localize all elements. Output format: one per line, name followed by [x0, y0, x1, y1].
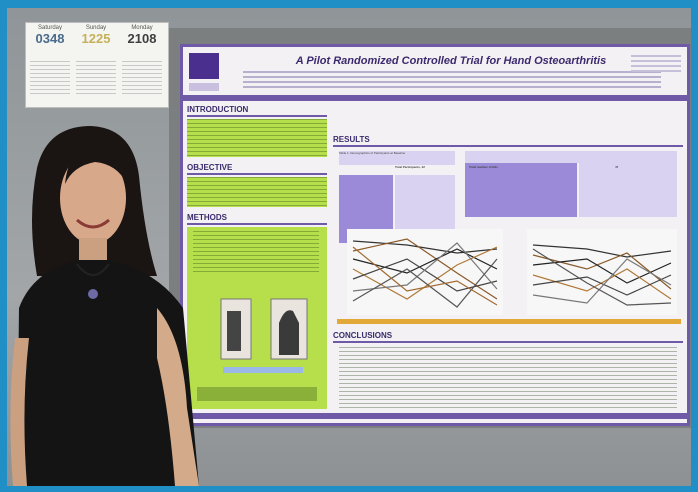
objective-heading: OBJECTIVE [187, 163, 233, 172]
presenter-person [10, 126, 199, 486]
counter-notes [30, 61, 70, 97]
methods-text-lines [193, 231, 319, 275]
line-chart-left-plot [352, 238, 498, 308]
counter-heading: Sunday [85, 25, 107, 31]
counter-value: 0348 [35, 31, 65, 46]
introduction-heading: INTRODUCTION [187, 105, 249, 114]
poster-bottom-band [183, 413, 687, 419]
results-underline [333, 145, 683, 147]
poster-corner-note [631, 55, 681, 75]
table2-row-values [579, 163, 677, 217]
counter-column-monday: Monday 2108 [120, 25, 164, 103]
research-poster: A Pilot Randomized Controlled Trial for … [180, 44, 690, 426]
line-chart-left [347, 229, 503, 315]
objective-underline [187, 173, 327, 175]
counter-value: 1225 [81, 31, 111, 46]
table2-row-labels [465, 163, 577, 217]
adverse-events-table: Total number of Hits 47 [465, 151, 677, 217]
line-chart-right [527, 229, 677, 315]
table2-header-value: 47 [615, 165, 619, 169]
counter-column-sunday: Sunday 1225 [74, 25, 118, 103]
conclusions-underline [333, 341, 683, 343]
results-heading: RESULTS [333, 135, 370, 144]
visitor-counter-board: Saturday 0348 Sunday 1225 Monday 2108 [25, 22, 169, 108]
counter-heading: Saturday [37, 25, 62, 31]
counter-notes [122, 61, 162, 97]
table2-title [465, 151, 677, 163]
counter-value: 2108 [127, 31, 157, 46]
table-title: Table 1. Demographics of Participants at… [339, 151, 455, 165]
poster-title: A Pilot Randomized Controlled Trial for … [295, 55, 607, 67]
objective-text-box [187, 177, 327, 207]
counter-heading: Monday [131, 25, 153, 31]
conclusions-text [339, 347, 677, 409]
va-logo [189, 83, 219, 91]
table-column-header: Total Participants, 42 [395, 165, 425, 169]
introduction-text-box [187, 119, 327, 157]
chart-caption-bar [337, 319, 681, 324]
table2-header-label: Total number of Hits [469, 165, 498, 169]
introduction-underline [187, 115, 327, 117]
methods-text-box [187, 227, 327, 409]
poster-title-band [183, 95, 687, 101]
methods-heading: METHODS [187, 213, 227, 222]
university-logo [189, 53, 219, 79]
conclusions-heading: CONCLUSIONS [333, 331, 393, 340]
counter-notes [76, 61, 116, 97]
poster-authors [243, 71, 661, 89]
photo-frame: Saturday 0348 Sunday 1225 Monday 2108 A … [7, 8, 691, 486]
counter-column-saturday: Saturday 0348 [28, 25, 72, 103]
hand-splint-photos [197, 298, 317, 401]
line-chart-right-plot [532, 244, 672, 306]
methods-underline [187, 223, 327, 225]
